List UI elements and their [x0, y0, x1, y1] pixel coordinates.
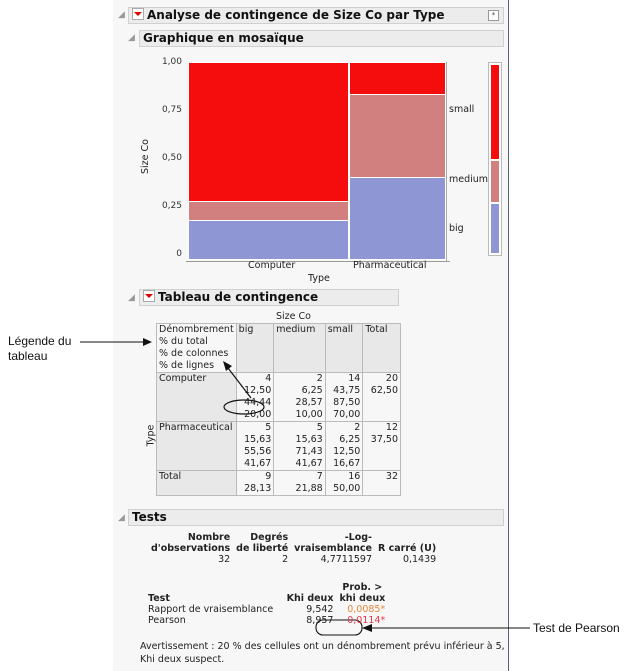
report-header: Analyse de contingence de Size Co par Ty… [128, 7, 504, 24]
th-test: Test [148, 593, 170, 604]
mosaic-title: Graphique en mosaïque [143, 31, 304, 45]
window-border [508, 0, 509, 671]
th-n-2: d'observations [151, 543, 231, 554]
cell: 7 21,88 [273, 470, 326, 496]
cell: 20 62,50 [362, 372, 401, 422]
th-df: Degrés [250, 532, 289, 543]
test-name: Pearson [148, 615, 186, 626]
right-axis-line [446, 62, 447, 262]
annotation-legend-label-2: tableau [8, 349, 48, 363]
table-row: Pharmaceutical 5 15,63 55,56 41,67 5 15,63 71… [156, 421, 401, 471]
tests-title: Tests [132, 510, 167, 524]
tests-chi-table: Prob. > Test Khi deux khi deux Rapport d… [145, 582, 388, 626]
close-report-icon[interactable]: * [488, 10, 499, 21]
red-triangle-menu-icon[interactable] [132, 8, 144, 20]
table-row: Rapport de vraisemblance 9,542 0,0085* [145, 604, 388, 615]
val-rsq: 0,1439 [402, 554, 437, 565]
contingency-table: Dénombrement % du total % de colonnes % … [156, 323, 401, 496]
marginal-medium [491, 161, 499, 202]
mosaic-cell-computer-small [188, 62, 349, 202]
cell: 5 15,63 55,56 41,67 [235, 421, 275, 471]
th-prob-2: khi deux [339, 593, 386, 604]
contingency-header: Tableau de contingence [139, 289, 399, 306]
mosaic-cell-computer-big [188, 220, 349, 260]
y-tick: 0,75 [161, 105, 182, 115]
legend-pct-col: % de colonnes [159, 348, 229, 359]
test-name: Rapport de vraisemblance [148, 604, 274, 615]
cell: 2 6,25 28,57 10,00 [273, 372, 326, 422]
th-loglik-2: vraisemblance [294, 543, 373, 554]
col-axis-label: Size Co [276, 311, 311, 322]
table-row: Total 9 28,13 7 21,88 16 50,00 32 [156, 470, 401, 496]
y-tick: 0,25 [161, 201, 182, 211]
test-prob: 0,0085* [347, 604, 386, 615]
col-header-total: Total [362, 323, 401, 373]
collapse-triangle-icon[interactable]: ◢ [118, 513, 125, 523]
annotation-legend-label: Légende du [8, 334, 72, 348]
marginal-bar [488, 62, 502, 256]
warning-text: Avertissement : 20 % des cellules ont un… [140, 641, 505, 665]
col-header-medium: medium [273, 323, 326, 373]
mosaic-cell-pharma-big [349, 177, 446, 260]
red-triangle-menu-icon[interactable] [143, 290, 155, 302]
test-khi: 9,542 [306, 604, 334, 615]
mosaic-header: Graphique en mosaïque [139, 30, 504, 47]
tests-header: Tests [128, 509, 504, 526]
th-rsq [375, 532, 439, 543]
th-loglik: -Log- [344, 532, 373, 543]
marginal-small [491, 65, 499, 159]
th-rsq-2: R carré (U) [378, 543, 437, 554]
right-label-big: big [449, 223, 464, 234]
table-row: Computer 4 12,50 44,44 20,00 2 6,25 28,57 10,0… [156, 372, 401, 422]
legend-pct-total: % du total [159, 336, 208, 347]
test-khi: 8,957 [306, 615, 334, 626]
table-legend: Dénombrement % du total % de colonnes % … [156, 323, 237, 373]
x-tick-computer: Computer [248, 260, 296, 271]
th-prob-1: Prob. > [342, 582, 383, 593]
th-n: Nombre [187, 532, 231, 543]
val-n: 32 [218, 554, 231, 565]
cell: 12 37,50 [362, 421, 401, 471]
row-label-total: Total [156, 470, 237, 496]
cell: 14 43,75 87,50 70,00 [324, 372, 364, 422]
y-tick: 0,50 [161, 153, 182, 163]
collapse-triangle-icon[interactable]: ◢ [128, 33, 135, 43]
cell: 5 15,63 71,43 41,67 [273, 421, 326, 471]
tests-summary-table: Nombre Degrés -Log- d'observations de li… [148, 532, 439, 565]
legend-pct-row: % de lignes [159, 360, 215, 371]
report-title: Analyse de contingence de Size Co par Ty… [147, 8, 445, 22]
val-df: 2 [282, 554, 289, 565]
x-axis-line [186, 261, 450, 262]
th-df-2: de liberté [236, 543, 289, 554]
row-label-pharmaceutical: Pharmaceutical [156, 421, 237, 471]
contingency-title: Tableau de contingence [158, 290, 319, 304]
mosaic-cell-pharma-medium [349, 94, 446, 178]
table-row: Pearson 8,957 0,0114* [145, 615, 388, 626]
collapse-triangle-icon[interactable]: ◢ [118, 10, 125, 20]
cell: 9 28,13 [235, 470, 275, 496]
mosaic-plot: 1,00 0,75 0,50 0,25 0 Size Co Computer P… [128, 56, 504, 286]
test-prob: 0,0114* [347, 615, 386, 626]
marginal-big [491, 204, 499, 253]
val-loglik: 4,7711597 [320, 554, 373, 565]
col-header-small: small [324, 323, 364, 373]
x-axis-label: Type [308, 273, 330, 284]
th-khi: Khi deux [286, 593, 334, 604]
right-label-medium: medium [449, 174, 489, 185]
x-tick-pharmaceutical: Pharmaceutical [353, 260, 427, 271]
y-tick: 0 [176, 249, 182, 259]
annotation-pearson-label: Test de Pearson [533, 621, 620, 635]
collapse-triangle-icon[interactable]: ◢ [128, 293, 135, 303]
y-tick: 1,00 [161, 57, 182, 67]
cell: 2 6,25 12,50 16,67 [324, 421, 364, 471]
cell: 32 [362, 470, 401, 496]
row-label-computer: Computer [156, 372, 237, 422]
legend-count: Dénombrement [159, 324, 234, 335]
right-label-small: small [449, 104, 475, 115]
